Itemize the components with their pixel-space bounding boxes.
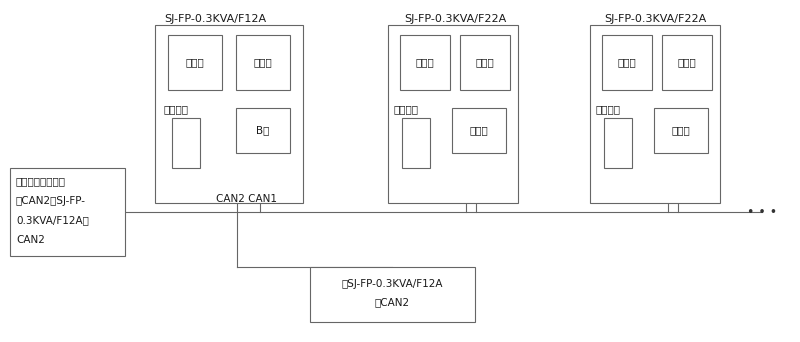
Text: 的CAN2: 的CAN2 [375, 297, 410, 307]
Bar [402, 118, 430, 168]
Text: CAN2: CAN2 [16, 235, 45, 245]
Text: B板: B板 [256, 126, 270, 135]
Bar [388, 25, 518, 203]
Text: 驱控板: 驱控板 [254, 57, 272, 67]
Bar [400, 35, 450, 90]
Bar [236, 108, 290, 153]
Bar [602, 35, 652, 90]
Bar [155, 25, 303, 203]
Bar [236, 35, 290, 90]
Text: SJ-FP-0.3KVA/F22A: SJ-FP-0.3KVA/F22A [404, 14, 506, 24]
Text: 接SJ-FP-0.3KVA/F12A: 接SJ-FP-0.3KVA/F12A [342, 279, 443, 289]
Text: 指示板: 指示板 [672, 126, 690, 135]
Bar [590, 25, 720, 203]
Bar [604, 118, 632, 168]
Text: • • •: • • • [747, 206, 777, 219]
Bar [460, 35, 510, 90]
Bar [168, 35, 222, 90]
Text: 指示板: 指示板 [470, 126, 488, 135]
Text: 的CAN2或SJ-FP-: 的CAN2或SJ-FP- [16, 196, 86, 206]
Bar [452, 108, 506, 153]
Text: 驱控板: 驱控板 [416, 57, 434, 67]
Text: SJ-FP-0.3KVA/F22A: SJ-FP-0.3KVA/F22A [604, 14, 706, 24]
Text: 驱控板: 驱控板 [186, 57, 204, 67]
Text: SJ-FP-0.3KVA/F12A: SJ-FP-0.3KVA/F12A [164, 14, 266, 24]
Bar [310, 267, 475, 322]
Bar [662, 35, 712, 90]
Text: CAN2 CAN1: CAN2 CAN1 [216, 194, 277, 204]
Bar [10, 168, 125, 256]
Text: 空气开关: 空气开关 [596, 104, 621, 114]
Text: 空气开关: 空气开关 [164, 104, 189, 114]
Bar [172, 118, 200, 168]
Text: 0.3KVA/F12A的: 0.3KVA/F12A的 [16, 215, 89, 225]
Text: 驱控板: 驱控板 [618, 57, 636, 67]
Text: 空气开关: 空气开关 [394, 104, 419, 114]
Text: 接应急照明控制器: 接应急照明控制器 [16, 176, 66, 186]
Text: 驱控板: 驱控板 [476, 57, 494, 67]
Bar [654, 108, 708, 153]
Text: 驱控板: 驱控板 [678, 57, 696, 67]
